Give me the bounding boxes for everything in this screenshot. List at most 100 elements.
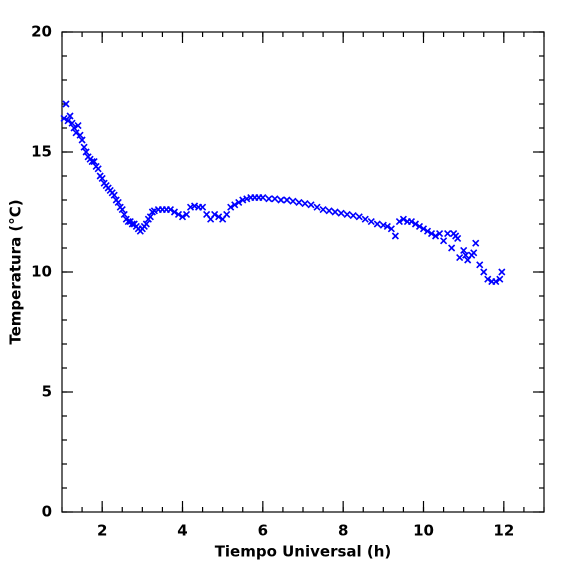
point xyxy=(271,195,279,203)
point xyxy=(470,249,478,257)
point xyxy=(325,207,333,215)
point xyxy=(480,268,488,276)
point xyxy=(391,232,399,240)
point xyxy=(80,143,88,151)
point xyxy=(301,200,309,208)
point xyxy=(178,213,187,221)
point xyxy=(94,165,102,173)
point xyxy=(387,225,395,233)
point xyxy=(319,206,327,214)
point xyxy=(239,196,247,204)
point xyxy=(456,254,464,262)
point xyxy=(142,220,150,228)
point xyxy=(337,209,345,217)
point xyxy=(98,174,106,182)
point xyxy=(331,208,339,216)
point xyxy=(114,198,122,206)
point xyxy=(498,268,506,276)
point xyxy=(496,275,504,283)
point xyxy=(492,278,500,286)
point xyxy=(146,213,154,221)
point xyxy=(361,215,369,223)
point xyxy=(472,239,480,247)
point xyxy=(399,215,407,223)
x-tick-label: 2 xyxy=(97,522,107,540)
x-tick-label: 10 xyxy=(413,522,434,540)
point xyxy=(62,100,70,108)
point xyxy=(82,148,90,156)
point xyxy=(243,195,251,203)
point xyxy=(235,198,243,206)
point xyxy=(277,196,285,204)
point xyxy=(436,230,444,238)
point xyxy=(74,122,82,130)
point xyxy=(407,218,416,226)
point xyxy=(118,206,126,214)
point xyxy=(259,194,267,202)
point xyxy=(476,261,484,269)
point xyxy=(295,198,303,206)
y-axis-label: Temperatura (°C) xyxy=(7,199,25,344)
point xyxy=(66,112,74,120)
point xyxy=(211,210,219,218)
point xyxy=(444,230,452,238)
y-tick-label: 5 xyxy=(42,383,52,401)
point xyxy=(395,218,403,226)
point xyxy=(90,158,98,166)
point xyxy=(110,191,118,199)
point xyxy=(68,119,76,127)
point xyxy=(182,210,191,218)
y-tick-label: 0 xyxy=(42,503,52,521)
point xyxy=(283,196,291,204)
y-tick-label: 20 xyxy=(31,23,52,41)
point xyxy=(423,227,432,235)
point xyxy=(124,218,132,226)
point xyxy=(383,222,391,230)
point xyxy=(186,203,195,211)
point xyxy=(415,222,424,230)
point xyxy=(448,244,456,252)
point xyxy=(227,203,235,211)
point xyxy=(76,131,84,139)
point xyxy=(440,237,448,245)
point xyxy=(64,117,72,125)
point xyxy=(199,203,207,211)
point xyxy=(411,220,420,228)
point xyxy=(431,232,440,240)
point xyxy=(190,202,199,210)
point xyxy=(170,208,179,216)
point xyxy=(373,220,381,228)
y-tick-label: 10 xyxy=(31,263,52,281)
point xyxy=(60,114,68,122)
point xyxy=(120,210,128,218)
point xyxy=(223,210,231,218)
x-tick-label: 4 xyxy=(177,522,187,540)
point xyxy=(166,206,175,214)
point xyxy=(128,220,136,228)
point xyxy=(462,251,470,259)
point xyxy=(313,203,321,211)
plot-frame xyxy=(61,31,545,513)
x-tick-label: 6 xyxy=(258,522,268,540)
point xyxy=(150,207,158,215)
point xyxy=(349,212,357,220)
point xyxy=(454,234,462,242)
point xyxy=(307,201,315,209)
point xyxy=(215,213,223,221)
point xyxy=(265,195,273,203)
point xyxy=(367,218,375,226)
point xyxy=(379,221,387,229)
x-axis-label: Tiempo Universal (h) xyxy=(215,543,392,561)
point xyxy=(72,129,80,137)
point xyxy=(289,197,297,205)
point xyxy=(419,225,428,233)
point xyxy=(355,213,363,221)
point xyxy=(70,124,78,132)
point xyxy=(174,210,183,218)
x-tick-label: 8 xyxy=(338,522,348,540)
point xyxy=(427,230,436,238)
point xyxy=(231,201,239,209)
point xyxy=(343,210,351,218)
point xyxy=(460,246,468,254)
